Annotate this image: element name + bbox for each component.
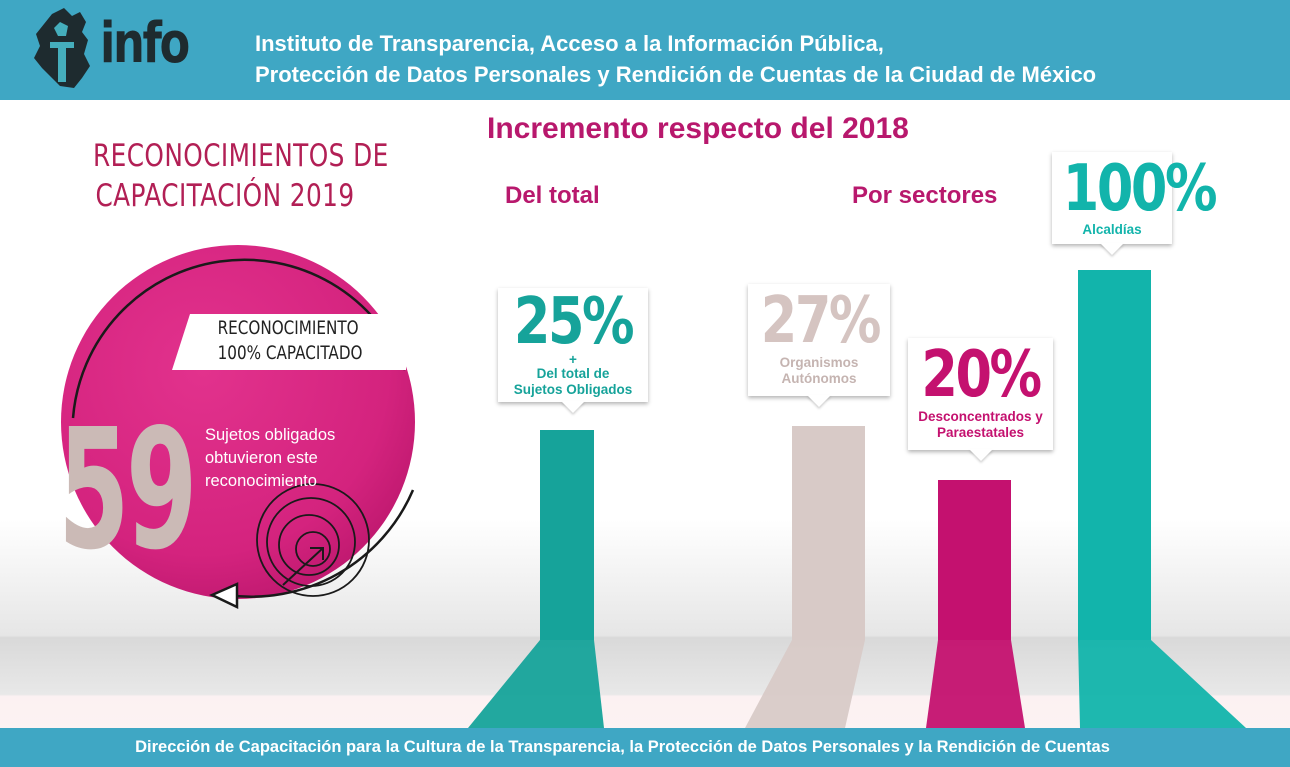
badge-ribbon — [172, 314, 406, 370]
left-title-line-2: CAPACITACIÓN 2019 — [95, 178, 355, 214]
callout-desconcentrados: 20% Desconcentrados y Paraestatales — [908, 338, 1053, 461]
bar-caption-line-1: Desconcentrados y — [918, 409, 1043, 424]
callout-total: 25% + Del total de Sujetos Obligados — [498, 285, 648, 413]
left-title-line-1: RECONOCIMIENTOS DE — [93, 138, 389, 174]
bar-prefix-label: + — [569, 352, 577, 367]
callout-alcaldias: 100% Alcaldías — [1052, 152, 1218, 255]
bar-value-label: 25% — [513, 285, 635, 359]
footer-bar: Dirección de Capacitación para la Cultur… — [0, 728, 1290, 767]
institution-name-line-2: Protección de Datos Personales y Rendici… — [255, 62, 1097, 87]
institution-name-line-1: Instituto de Transparencia, Acceso a la … — [255, 31, 884, 56]
group-label-total: Del total — [505, 182, 600, 209]
bar-value-label: 27% — [760, 284, 882, 358]
badge-line-2: 100% CAPACITADO — [217, 342, 363, 364]
cdmx-logo-icon — [34, 8, 90, 88]
header-bar: info Instituto de Transparencia, Acceso … — [0, 0, 1290, 100]
badge-line-1: RECONOCIMIENTO — [217, 317, 359, 339]
footer-text: Dirección de Capacitación para la Cultur… — [135, 738, 1110, 756]
logo-text: info — [100, 11, 190, 76]
bar-caption-line-1: Organismos — [779, 355, 859, 370]
bar-caption-line-1: Alcaldías — [1082, 222, 1142, 237]
chart-title: Incremento respecto del 2018 — [487, 112, 909, 145]
callout-organismos: 27% Organismos Autónomos — [748, 284, 890, 407]
bar-caption-line-2: Paraestatales — [936, 425, 1025, 440]
bar-caption-line-2: Sujetos Obligados — [513, 382, 633, 397]
bar-caption-line-1: Del total de — [536, 366, 610, 381]
bar-value-label: 20% — [921, 338, 1042, 412]
recognition-description: Sujetos obligados obtuvieron este recono… — [205, 426, 336, 490]
group-label-sectors: Por sectores — [852, 182, 998, 209]
bar-value-label: 100% — [1062, 152, 1218, 226]
recognition-count: 59 — [58, 394, 198, 587]
bar-caption-line-2: Autónomos — [781, 371, 857, 386]
